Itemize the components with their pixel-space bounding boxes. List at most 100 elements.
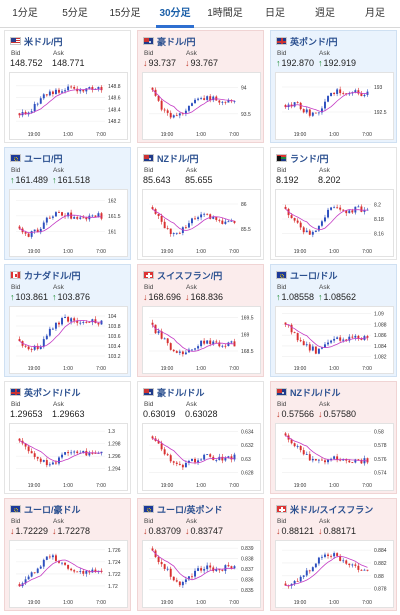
mini-chart[interactable]: 104 103.8 103.6 103.4 103.2 19:00 1:00 7:00	[9, 306, 128, 374]
candle	[330, 340, 333, 343]
rate-card[interactable]: 豪ドル/ドル Bid Ask 0.63019 0.63028 0.634 0.632 0.63…	[137, 381, 264, 494]
candle	[200, 98, 203, 100]
flag-ch-icon	[276, 505, 287, 513]
candle	[342, 560, 345, 562]
tab-6[interactable]: 週足	[315, 8, 335, 19]
rate-card[interactable]: ユーロ/英ポンド Bid Ask ↓0.83709 ↓0.83747 0.839 0.838…	[137, 498, 264, 611]
candle	[302, 109, 305, 113]
flag-ca-icon	[10, 271, 21, 279]
rate-card[interactable]: スイスフラン/円 Bid Ask ↓168.696 ↓168.836 169.5 169 16…	[137, 264, 264, 377]
mini-chart[interactable]: 94 93.5 19:00 1:00 7:00	[142, 72, 261, 140]
pair-title[interactable]: 豪ドル/ドル	[143, 386, 205, 398]
rate-card[interactable]: 英ポンド/ドル Bid Ask 1.29653 1.29663 1.3 1.298 1.296…	[4, 381, 131, 494]
candle	[221, 101, 224, 103]
pair-title[interactable]: NZドル/円	[143, 152, 199, 164]
candle	[209, 340, 212, 344]
moving-average-line	[152, 208, 235, 232]
mini-chart[interactable]: 0.839 0.838 0.837 0.836 0.835 19:00 1:00 7:00	[142, 540, 261, 608]
candle	[357, 335, 360, 339]
tab-3[interactable]: 30分足	[150, 0, 200, 28]
rate-card[interactable]: 米ドル/スイスフラン Bid Ask ↓0.88121 ↓0.88171 0.884 0.8…	[270, 498, 397, 611]
tab-7[interactable]: 月足	[365, 8, 385, 19]
pair-title[interactable]: ユーロ/ドル	[276, 269, 338, 281]
pair-title[interactable]: ユーロ/英ポンド	[143, 503, 223, 515]
candle	[157, 557, 160, 563]
rate-card[interactable]: ランド/円 Bid Ask 8.192 8.202 8.2 8.18 8.16 19:00 1:0…	[270, 147, 397, 260]
candle	[51, 328, 54, 330]
mini-chart[interactable]: 0.58 0.578 0.576 0.574 19:00 1:00 7:00	[275, 423, 394, 491]
ask-price-value: 0.83747	[190, 526, 224, 536]
candle	[157, 213, 160, 217]
pair-title[interactable]: 米ドル/円	[10, 35, 63, 47]
x-tick-label: 1:00	[196, 483, 206, 489]
y-tick-label: 169	[241, 332, 250, 338]
mini-chart[interactable]: 86 85.5 19:00 1:00 7:00	[142, 189, 261, 257]
mini-chart[interactable]: 162 161.5 161 19:00 1:00 7:00	[9, 189, 128, 257]
tab-5[interactable]: 日足	[265, 8, 285, 19]
pair-title[interactable]: NZドル/ドル	[276, 386, 341, 398]
pair-title[interactable]: カナダドル/円	[10, 269, 81, 281]
candle	[290, 104, 293, 107]
candle	[42, 339, 45, 347]
candle	[157, 440, 160, 444]
pair-title[interactable]: スイスフラン/円	[143, 269, 222, 281]
x-tick-label: 7:00	[96, 132, 106, 138]
rate-card[interactable]: ユーロ/ドル Bid Ask ↑1.08558 ↑1.08562 1.09 1.088 1.0…	[270, 264, 397, 377]
y-tick-label: 8.18	[374, 217, 384, 223]
rate-card[interactable]: 米ドル/円 Bid Ask 148.752 148.771 148.8 148.6 148.4…	[4, 30, 131, 143]
pair-title[interactable]: 米ドル/スイスフラン	[276, 503, 373, 515]
candle	[27, 446, 30, 452]
rate-card[interactable]: 英ポンド/円 Bid Ask ↑192.870 ↑192.919 193 192.5 19:0…	[270, 30, 397, 143]
mini-chart[interactable]: 193 192.5 19:00 1:00 7:00	[275, 72, 394, 140]
candle	[314, 563, 317, 568]
candle	[27, 346, 30, 350]
x-tick-label: 7:00	[362, 366, 372, 372]
candle	[94, 569, 97, 573]
tab-2[interactable]: 15分足	[109, 8, 141, 19]
ask-price-value: 148.771	[52, 58, 85, 68]
rate-card[interactable]: カナダドル/円 Bid Ask ↑103.861 ↑103.876 104 103.8 103…	[4, 264, 131, 377]
mini-chart[interactable]: 8.2 8.18 8.16 19:00 1:00 7:00	[275, 189, 394, 257]
candle	[64, 452, 67, 455]
rate-card[interactable]: 豪ドル/円 Bid Ask ↓93.737 ↓93.767 94 93.5 19:00 1:00…	[137, 30, 264, 143]
rate-card[interactable]: ユーロ/豪ドル Bid Ask ↓1.72229 ↓1.72278 1.726 1.724 1…	[4, 498, 131, 611]
pair-title[interactable]: 英ポンド/ドル	[10, 386, 81, 398]
pair-title[interactable]: ユーロ/豪ドル	[10, 503, 81, 515]
candle	[48, 91, 51, 96]
mini-chart[interactable]: 0.634 0.632 0.63 0.628 19:00 1:00 7:00	[142, 423, 261, 491]
mini-chart[interactable]: 1.09 1.088 1.086 1.084 1.082 19:00 1:00 7:00	[275, 306, 394, 374]
x-tick-label: 1:00	[329, 132, 339, 138]
y-tick-label: 103.4	[108, 344, 121, 350]
pair-title[interactable]: ランド/円	[276, 152, 329, 164]
bid-price-value: 8.192	[276, 175, 299, 185]
rate-card[interactable]: NZドル/ドル Bid Ask ↓0.57566 ↓0.57580 0.58 0.578 0.…	[270, 381, 397, 494]
x-tick-label: 7:00	[362, 132, 372, 138]
candle	[197, 346, 200, 349]
tab-1[interactable]: 5分足	[62, 8, 88, 19]
candle	[348, 210, 351, 214]
tab-4[interactable]: 1時間足	[207, 8, 243, 19]
candle	[82, 217, 85, 219]
mini-chart[interactable]: 169.5 169 168.5 19:00 1:00 7:00	[142, 306, 261, 374]
y-tick-label: 193	[374, 85, 383, 91]
candle	[51, 91, 54, 95]
mini-chart[interactable]: 0.884 0.882 0.88 0.878 19:00 1:00 7:00	[275, 540, 394, 608]
rate-card[interactable]: NZドル/円 Bid Ask 85.643 85.655 86 85.5 19:00 1:00 7…	[137, 147, 264, 260]
candle	[197, 217, 200, 219]
candle	[342, 209, 345, 211]
rate-card[interactable]: ユーロ/円 Bid Ask ↑161.489 ↑161.518 162 161.5 161 19…	[4, 147, 131, 260]
pair-title[interactable]: ユーロ/円	[10, 152, 63, 164]
pair-title[interactable]: 英ポンド/円	[276, 35, 338, 47]
mini-chart[interactable]: 148.8 148.6 148.4 148.2 19:00 1:00 7:00	[9, 72, 128, 140]
candlestick-chart: 8.2 8.18 8.16 19:00 1:00 7:00	[282, 203, 384, 255]
candle	[324, 554, 326, 557]
mini-chart[interactable]: 1.726 1.724 1.722 1.72 19:00 1:00 7:00	[9, 540, 128, 608]
x-tick-label: 19:00	[28, 483, 41, 489]
pair-title[interactable]: 豪ドル/円	[143, 35, 196, 47]
y-tick-label: 93.5	[241, 112, 251, 118]
tab-0[interactable]: 1分足	[12, 8, 38, 19]
arrow-up-icon: ↑	[276, 58, 281, 68]
candle	[30, 231, 33, 237]
mini-chart[interactable]: 1.3 1.298 1.296 1.294 19:00 1:00 7:00	[9, 423, 128, 491]
candle	[354, 459, 357, 463]
